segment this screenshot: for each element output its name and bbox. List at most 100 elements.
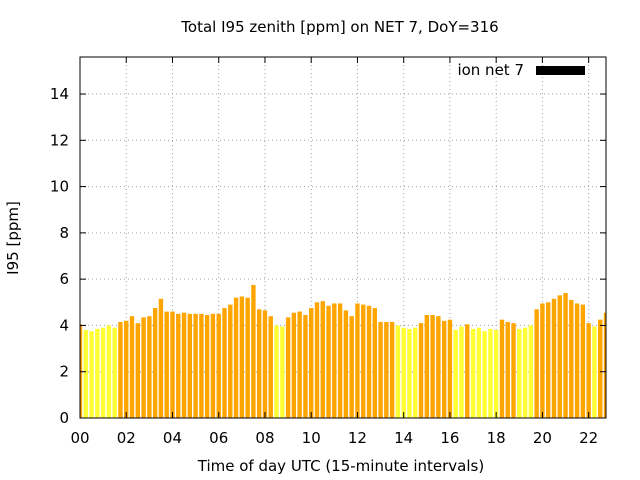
bar	[430, 315, 435, 418]
bar	[598, 319, 603, 418]
bar	[343, 310, 349, 418]
bar	[303, 315, 308, 418]
bar	[256, 309, 262, 418]
x-tick-label: 22	[579, 429, 598, 447]
bar	[574, 303, 580, 418]
y-tick-label: 6	[59, 270, 69, 288]
x-tick-label: 06	[209, 429, 228, 447]
x-tick-label: 00	[70, 429, 89, 447]
bar	[534, 309, 539, 418]
bar	[366, 305, 372, 418]
bar	[592, 326, 597, 418]
bar	[511, 323, 516, 418]
plot-frame	[79, 56, 607, 419]
bar	[355, 303, 360, 418]
bar	[459, 326, 464, 418]
bar	[199, 313, 204, 418]
bar	[349, 316, 354, 418]
x-tick-label: 12	[348, 429, 367, 447]
bar	[291, 312, 297, 418]
bar	[551, 298, 557, 418]
bar	[557, 295, 562, 418]
bar	[228, 304, 233, 418]
bar	[280, 326, 285, 418]
bar	[233, 297, 239, 418]
bar	[285, 317, 291, 418]
bar	[100, 327, 106, 418]
bar	[401, 327, 406, 418]
bar	[465, 324, 470, 418]
bar	[222, 308, 227, 418]
bar	[493, 330, 499, 418]
bar	[216, 313, 221, 418]
bar	[372, 308, 377, 418]
bar	[337, 303, 343, 418]
bar	[129, 316, 135, 418]
bar	[112, 327, 117, 418]
bar	[418, 323, 424, 418]
bar	[603, 312, 606, 418]
bar	[361, 304, 366, 418]
bar	[389, 321, 395, 418]
bar	[170, 311, 175, 418]
bar	[540, 303, 545, 418]
bar	[95, 328, 100, 418]
bar	[488, 328, 493, 418]
bar	[141, 317, 146, 418]
bar	[309, 308, 314, 418]
bar	[505, 321, 510, 418]
bar	[83, 330, 88, 418]
bar	[147, 316, 152, 418]
y-tick-label: 14	[50, 85, 69, 103]
x-tick-label: 18	[487, 429, 506, 447]
bar	[395, 325, 401, 418]
bar	[586, 323, 591, 418]
bar	[135, 323, 140, 418]
bar	[152, 308, 158, 418]
bar	[297, 311, 302, 418]
y-tick-label: 12	[50, 131, 69, 149]
bar	[239, 296, 245, 418]
bar	[210, 313, 216, 418]
bar	[384, 321, 389, 418]
bar	[407, 328, 412, 418]
y-tick-label: 10	[50, 178, 69, 196]
chart-title: Total I95 zenith [ppm] on NET 7, DoY=316	[180, 18, 498, 36]
bar	[528, 325, 534, 418]
bar	[447, 319, 453, 418]
x-tick-label: 02	[117, 429, 136, 447]
bar	[580, 304, 586, 418]
legend-swatch	[536, 66, 585, 75]
x-axis-title: Time of day UTC (15-minute intervals)	[197, 457, 484, 475]
legend-label: ion net 7	[457, 61, 524, 79]
x-tick-label: 10	[302, 429, 321, 447]
bar	[204, 315, 210, 418]
bar	[245, 297, 250, 418]
bar	[320, 301, 325, 418]
bar	[436, 316, 441, 418]
x-tick-label: 14	[394, 429, 413, 447]
bar	[262, 310, 268, 418]
bar	[89, 331, 94, 418]
bar	[546, 302, 551, 418]
bar	[522, 327, 528, 418]
bar	[424, 315, 430, 418]
bar	[181, 312, 187, 418]
x-tick-label: 16	[440, 429, 459, 447]
bar	[332, 303, 337, 418]
bar	[164, 311, 169, 418]
x-tick-label: 08	[255, 429, 274, 447]
bar	[158, 298, 164, 418]
bars	[80, 284, 606, 418]
bar	[274, 325, 279, 418]
bar	[476, 327, 482, 418]
bar	[517, 328, 522, 418]
bar	[378, 321, 383, 418]
bar	[193, 313, 198, 418]
bar	[176, 313, 181, 418]
bar	[470, 328, 476, 418]
bar	[326, 305, 331, 418]
y-tick-label: 8	[59, 224, 69, 242]
y-tick-label: 2	[59, 363, 69, 381]
